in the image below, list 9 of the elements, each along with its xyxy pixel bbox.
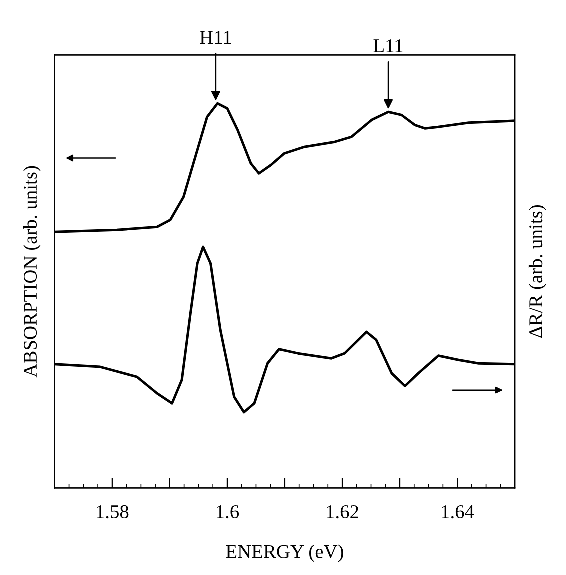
annotation: L11 bbox=[374, 40, 403, 52]
x-tick-label: 1.58 bbox=[97, 505, 129, 519]
x-tick-label: 1.62 bbox=[327, 505, 358, 519]
x-tick-label: 1.64 bbox=[442, 505, 474, 519]
y-axis-title: ABSORPTION (arb. units) bbox=[23, 166, 42, 378]
x-tick-label: 1.6 bbox=[217, 505, 240, 519]
y2-axis-title: ΔR/R (arb. units) bbox=[528, 206, 547, 338]
x-axis-title: ENERGY (eV) bbox=[226, 544, 344, 562]
annotation: H11 bbox=[200, 31, 232, 44]
